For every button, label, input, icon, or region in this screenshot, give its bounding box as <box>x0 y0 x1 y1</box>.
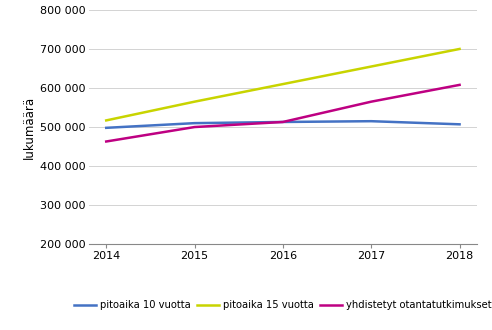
pitoaika 15 vuotta <box>457 47 462 51</box>
Line: pitoaika 10 vuotta: pitoaika 10 vuotta <box>106 121 460 128</box>
Y-axis label: lukumäärä: lukumäärä <box>23 95 36 159</box>
yhdistetyt otantatutkimukset <box>457 83 462 87</box>
Line: pitoaika 15 vuotta: pitoaika 15 vuotta <box>106 49 460 120</box>
pitoaika 15 vuotta <box>369 65 374 69</box>
Line: yhdistetyt otantatutkimukset: yhdistetyt otantatutkimukset <box>106 85 460 142</box>
yhdistetyt otantatutkimukset <box>191 125 197 129</box>
yhdistetyt otantatutkimukset <box>369 100 374 104</box>
yhdistetyt otantatutkimukset <box>280 120 286 124</box>
yhdistetyt otantatutkimukset <box>103 140 109 144</box>
pitoaika 10 vuotta <box>191 121 197 125</box>
pitoaika 10 vuotta <box>369 119 374 123</box>
pitoaika 10 vuotta <box>457 122 462 126</box>
pitoaika 15 vuotta <box>280 82 286 86</box>
Legend: pitoaika 10 vuotta, pitoaika 15 vuotta, yhdistetyt otantatutkimukset: pitoaika 10 vuotta, pitoaika 15 vuotta, … <box>70 296 492 314</box>
pitoaika 10 vuotta <box>103 126 109 130</box>
pitoaika 15 vuotta <box>191 100 197 104</box>
pitoaika 10 vuotta <box>280 120 286 124</box>
pitoaika 15 vuotta <box>103 118 109 122</box>
